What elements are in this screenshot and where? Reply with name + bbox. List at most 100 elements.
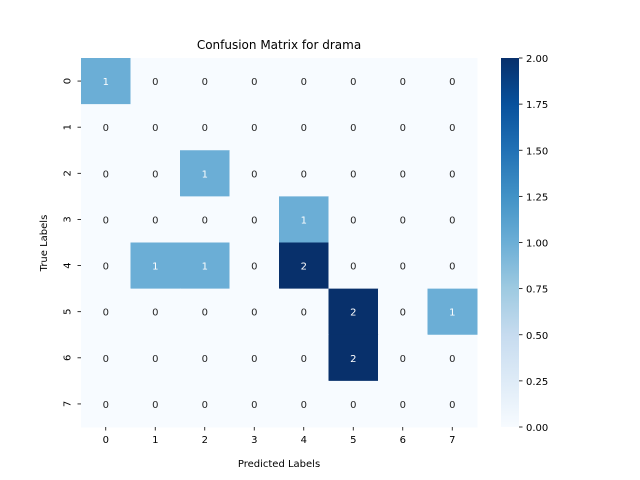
cell-value-r7-c6: 0 — [400, 400, 406, 411]
x-tick-label-1: 1 — [152, 435, 158, 446]
heatmap-cell-r0-c5 — [328, 58, 379, 105]
heatmap-cell-r1-c5 — [328, 104, 379, 151]
heatmap-cell-r7-c6 — [378, 380, 428, 428]
y-tick-label-3: 3 — [63, 216, 74, 222]
heatmap-cell-r1-c0 — [81, 104, 131, 151]
cell-value-r7-c7: 0 — [449, 400, 455, 411]
x-tick-label-3: 3 — [251, 435, 257, 446]
cell-value-r1-c6: 0 — [400, 123, 406, 134]
y-tick-label-4: 4 — [63, 262, 74, 268]
cell-value-r5-c3: 0 — [251, 308, 257, 319]
colorbar-tick-label-4: 1.00 — [526, 239, 548, 250]
cell-value-r1-c7: 0 — [449, 123, 455, 134]
colorbar-tick-label-3: 0.75 — [526, 285, 548, 296]
heatmap-cell-r5-c2 — [180, 288, 230, 336]
cell-value-r0-c1: 0 — [152, 77, 158, 88]
heatmap-cell-r2-c6 — [378, 150, 428, 197]
cell-value-r0-c2: 0 — [202, 77, 208, 88]
cell-value-r3-c1: 0 — [152, 215, 158, 226]
heatmap-cell-r0-c3 — [229, 58, 280, 105]
cell-value-r4-c6: 0 — [400, 262, 406, 273]
x-tick-label-4: 4 — [301, 435, 307, 446]
cell-value-r0-c0: 1 — [103, 77, 109, 88]
cell-value-r4-c5: 0 — [350, 262, 356, 273]
cell-value-r3-c4: 1 — [301, 215, 307, 226]
heatmap-cell-r3-c3 — [229, 196, 280, 243]
cell-value-r5-c0: 0 — [103, 308, 109, 319]
heatmap-cell-r6-c2 — [180, 334, 230, 382]
heatmap-cell-r5-c0 — [81, 288, 131, 336]
cell-value-r0-c3: 0 — [251, 77, 257, 88]
colorbar-ticks: 0.00 0.25 0.50 0.75 1.00 1.25 1.50 1.75 2.00 — [519, 54, 548, 434]
heatmap-cell-r5-c4 — [279, 288, 329, 336]
heatmap-cell-r1-c3 — [229, 104, 280, 151]
heatmap-cell-r3-c2 — [180, 196, 230, 243]
cell-value-r4-c7: 0 — [449, 262, 455, 273]
cell-value-r5-c1: 0 — [152, 308, 158, 319]
cell-value-r6-c2: 0 — [202, 354, 208, 365]
heatmap-cell-r7-c3 — [229, 380, 280, 428]
x-axis-label: Predicted Labels — [238, 459, 320, 470]
cell-value-r5-c5: 2 — [350, 308, 356, 319]
cell-value-r7-c4: 0 — [301, 400, 307, 411]
heatmap-cell-r1-c6 — [378, 104, 428, 151]
heatmap-cell-r4-c1 — [130, 242, 181, 290]
heatmap-cell-r6-c5 — [328, 334, 379, 382]
heatmap-cell-r6-c1 — [130, 334, 181, 382]
colorbar-tick-label-1: 0.25 — [526, 377, 548, 388]
heatmap-cell-r4-c0 — [81, 242, 131, 290]
heatmap-cell-r3-c7 — [427, 196, 478, 243]
cell-value-r6-c5: 2 — [350, 354, 356, 365]
heatmap-cell-r7-c5 — [328, 380, 379, 428]
heatmap-cell-r7-c7 — [427, 380, 478, 428]
heatmap-cell-r2-c1 — [130, 150, 181, 197]
heatmap-cell-r2-c5 — [328, 150, 379, 197]
cell-value-r2-c5: 0 — [350, 169, 356, 180]
cell-value-r1-c1: 0 — [152, 123, 158, 134]
colorbar-tick-label-0: 0.00 — [526, 423, 548, 434]
cell-value-r6-c3: 0 — [251, 354, 257, 365]
heatmap-cell-r7-c1 — [130, 380, 181, 428]
heatmap-cell-r2-c7 — [427, 150, 478, 197]
heatmap-cell-r0-c2 — [180, 58, 230, 105]
cell-value-r6-c0: 0 — [103, 354, 109, 365]
heatmap-cell-r7-c0 — [81, 380, 131, 428]
x-axis-ticks: 0 1 2 3 4 5 6 7 — [103, 427, 455, 446]
cell-value-r0-c6: 0 — [400, 77, 406, 88]
cell-value-r4-c3: 0 — [251, 262, 257, 273]
heatmap-cell-r0-c0 — [81, 58, 131, 105]
heatmap-cell-labels: 1 0 0 0 0 0 0 0 0 0 0 0 0 0 0 0 0 0 1 0 0 0 0 0 0 0 0 0 1 0 0 0 0 1 1 0 2 0 0 0… — [103, 77, 456, 411]
colorbar-tick-label-8: 2.00 — [526, 54, 548, 65]
heatmap-cell-r3-c0 — [81, 196, 131, 243]
heatmap-cell-r4-c7 — [427, 242, 478, 290]
cell-value-r6-c6: 0 — [400, 354, 406, 365]
cell-value-r5-c6: 0 — [400, 308, 406, 319]
heatmap-cell-r4-c2 — [180, 242, 230, 290]
cell-value-r3-c3: 0 — [251, 215, 257, 226]
cell-value-r1-c0: 0 — [103, 123, 109, 134]
heatmap-cell-r5-c6 — [378, 288, 428, 336]
cell-value-r7-c3: 0 — [251, 400, 257, 411]
heatmap-cell-r0-c1 — [130, 58, 181, 105]
cell-value-r2-c4: 0 — [301, 169, 307, 180]
heatmap-cell-r6-c3 — [229, 334, 280, 382]
cell-value-r4-c4: 2 — [301, 262, 307, 273]
cell-value-r1-c4: 0 — [301, 123, 307, 134]
cell-value-r7-c5: 0 — [350, 400, 356, 411]
heatmap-cell-r0-c7 — [427, 58, 478, 105]
heatmap-cell-r2-c0 — [81, 150, 131, 197]
cell-value-r2-c3: 0 — [251, 169, 257, 180]
heatmap-cell-r4-c6 — [378, 242, 428, 290]
cell-value-r1-c5: 0 — [350, 123, 356, 134]
heatmap-cell-r3-c5 — [328, 196, 379, 243]
cell-value-r3-c2: 0 — [202, 215, 208, 226]
heatmap-cell-r0-c6 — [378, 58, 428, 105]
cell-value-r7-c0: 0 — [103, 400, 109, 411]
heatmap-cell-r6-c7 — [427, 334, 478, 382]
heatmap-cell-r5-c7 — [427, 288, 478, 336]
heatmap-cell-r7-c4 — [279, 380, 329, 428]
cell-value-r2-c0: 0 — [103, 169, 109, 180]
colorbar-tick-label-7: 1.75 — [526, 100, 548, 111]
cell-value-r0-c7: 0 — [449, 77, 455, 88]
